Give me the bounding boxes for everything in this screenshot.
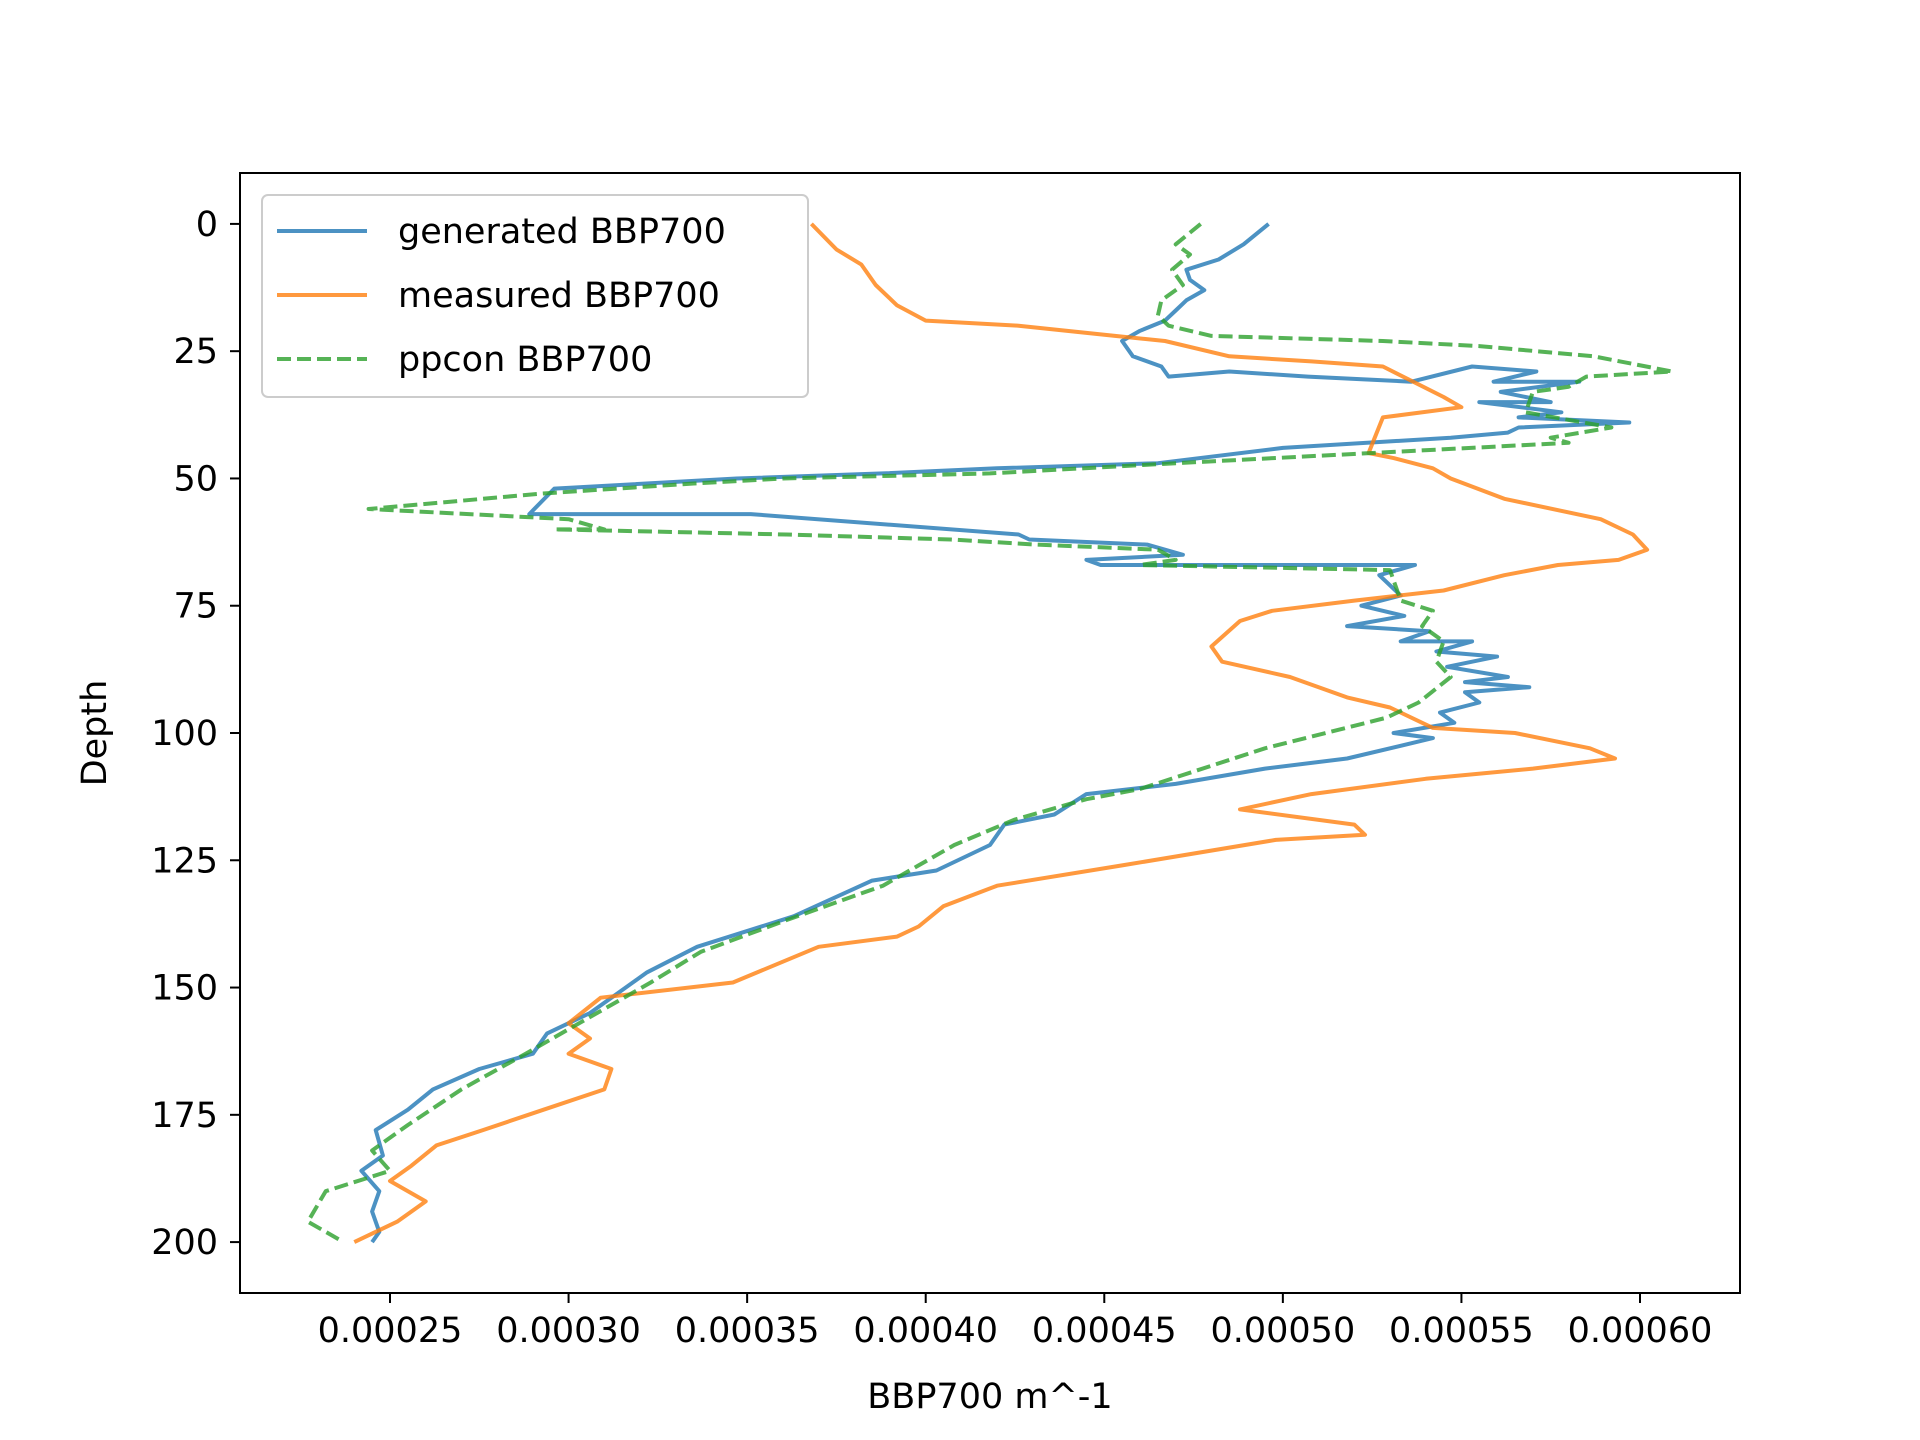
series-line-3 bbox=[305, 222, 1675, 1244]
series-line-1 bbox=[359, 222, 1632, 1244]
y-tick-label: 200 bbox=[151, 1223, 218, 1263]
x-tick-label: 0.00035 bbox=[675, 1311, 820, 1351]
x-tick-label: 0.00025 bbox=[318, 1311, 463, 1351]
x-axis-label: BBP700 m^-1 bbox=[867, 1377, 1112, 1417]
x-tick-label: 0.00050 bbox=[1210, 1311, 1355, 1351]
y-tick-label: 0 bbox=[196, 205, 218, 245]
y-tick-label: 150 bbox=[151, 969, 218, 1009]
y-tick-label: 100 bbox=[151, 714, 218, 754]
y-axis: 0 25 50 75 100 125 150 175 200 bbox=[151, 205, 240, 1263]
y-tick-label: 75 bbox=[173, 587, 218, 627]
legend-label-3: ppcon BBP700 bbox=[398, 340, 652, 380]
legend-label-2: measured BBP700 bbox=[398, 276, 720, 316]
y-axis-label: Depth bbox=[75, 680, 115, 787]
y-tick-label: 125 bbox=[151, 841, 218, 881]
y-tick-label: 25 bbox=[173, 332, 218, 372]
x-tick-label: 0.00055 bbox=[1389, 1311, 1534, 1351]
x-tick-label: 0.00030 bbox=[496, 1311, 641, 1351]
series-layer bbox=[305, 222, 1675, 1244]
legend-box bbox=[261, 194, 809, 398]
x-tick-label: 0.00060 bbox=[1568, 1311, 1713, 1351]
legend-label-1: generated BBP700 bbox=[398, 212, 726, 252]
y-tick-label: 50 bbox=[173, 459, 218, 499]
x-tick-label: 0.00045 bbox=[1032, 1311, 1177, 1351]
y-tick-label: 175 bbox=[151, 1096, 218, 1136]
legend: generated BBP700 measured BBP700 ppcon BBP… bbox=[261, 194, 809, 398]
x-tick-label: 0.00040 bbox=[853, 1311, 998, 1351]
series-line-2 bbox=[353, 222, 1650, 1244]
x-axis: 0.00025 0.00030 0.00035 0.00040 0.00045 0.000… bbox=[318, 1293, 1713, 1351]
